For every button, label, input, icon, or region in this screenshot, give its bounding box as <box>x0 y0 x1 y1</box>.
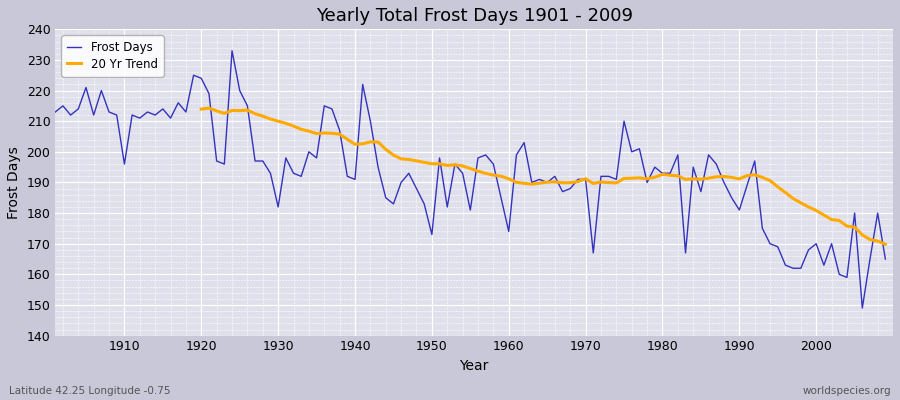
Frost Days <box>511 152 522 157</box>
20 Yr Trend <box>411 158 422 163</box>
20 Yr Trend <box>296 127 307 132</box>
Frost Days <box>50 110 60 114</box>
Line: 20 Yr Trend: 20 Yr Trend <box>202 108 886 244</box>
Text: Latitude 42.25 Longitude -0.75: Latitude 42.25 Longitude -0.75 <box>9 386 170 396</box>
Frost Days <box>334 128 345 133</box>
Legend: Frost Days, 20 Yr Trend: Frost Days, 20 Yr Trend <box>61 35 164 76</box>
Frost Days <box>288 171 299 176</box>
Frost Days <box>227 48 238 53</box>
20 Yr Trend <box>196 107 207 112</box>
Frost Days <box>112 113 122 118</box>
X-axis label: Year: Year <box>460 359 489 373</box>
20 Yr Trend <box>788 196 798 201</box>
Frost Days <box>603 174 614 179</box>
Y-axis label: Frost Days: Frost Days <box>7 146 21 219</box>
Text: worldspecies.org: worldspecies.org <box>803 386 891 396</box>
Frost Days <box>503 229 514 234</box>
20 Yr Trend <box>857 232 868 237</box>
Line: Frost Days: Frost Days <box>55 51 886 308</box>
20 Yr Trend <box>880 242 891 246</box>
20 Yr Trend <box>203 106 214 110</box>
Title: Yearly Total Frost Days 1901 - 2009: Yearly Total Frost Days 1901 - 2009 <box>316 7 633 25</box>
Frost Days <box>857 306 868 310</box>
20 Yr Trend <box>680 177 691 182</box>
20 Yr Trend <box>772 184 783 189</box>
Frost Days <box>880 257 891 262</box>
